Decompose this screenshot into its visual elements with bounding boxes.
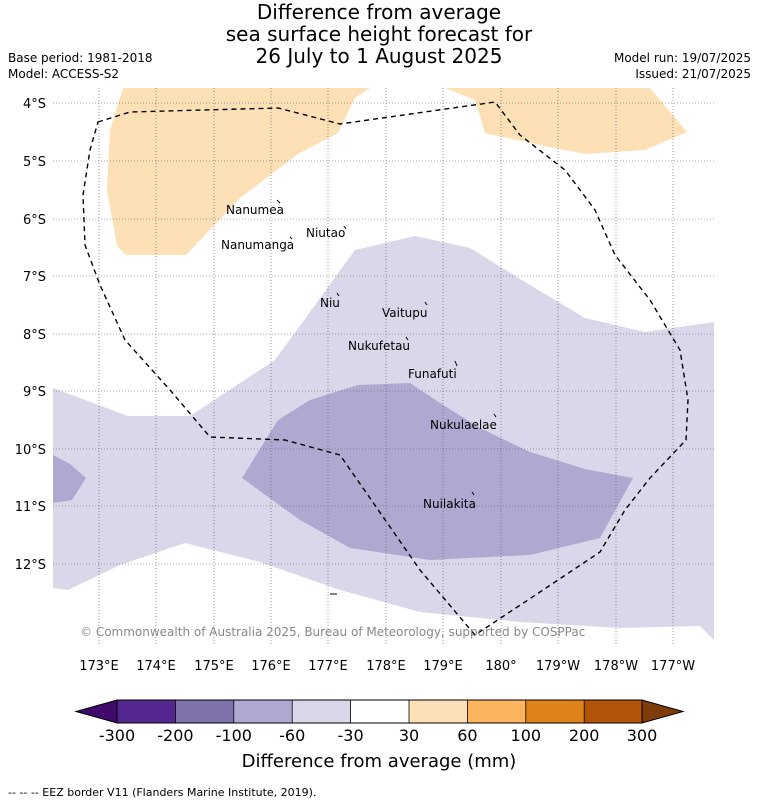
colorbar-tick-label: -30 [338, 726, 364, 745]
place-label-nuilakita: Nuilakita [423, 497, 476, 511]
colorbar-segment [525, 700, 585, 723]
colorbar-segment [233, 700, 293, 723]
colorbar-tick-label: 60 [457, 726, 477, 745]
title-line-1: Difference from average [256, 0, 502, 24]
eez-legend: -- -- -- EEZ border V11 (Flanders Marine… [8, 786, 317, 799]
colorbar-tick-label: 30 [399, 726, 419, 745]
ssh-band-30-60-northwest [107, 88, 370, 255]
lat-label: 5°S [23, 155, 46, 170]
lon-label: 173°E [79, 659, 119, 674]
lon-label: 177°E [308, 659, 348, 674]
colorbar-tick-label: 200 [569, 726, 600, 745]
colorbar-ticks: -300 -200 -100 -60 -30 30 60 100 200 300 [99, 726, 657, 745]
place-label-niutao: Niutao [306, 226, 345, 240]
colorbar-tick-label: 300 [627, 726, 658, 745]
islands [276, 199, 497, 595]
colorbar-segment [584, 700, 642, 723]
white-lower-area [53, 543, 714, 644]
colorbar-tick-label: 100 [511, 726, 542, 745]
base-period: Base period: 1981-2018 [8, 51, 153, 65]
lon-label: 178°E [366, 659, 406, 674]
lat-label: 6°S [23, 213, 46, 228]
lon-label: 177°W [651, 659, 695, 674]
colorbar-extend-low [74, 699, 118, 724]
place-label-funafuti: Funafuti [408, 367, 457, 381]
colorbar-segment [467, 700, 526, 723]
title-line-3: 26 July to 1 August 2025 [255, 44, 503, 68]
lat-label: 12°S [15, 558, 46, 573]
colorbar-tick-label: -100 [216, 726, 252, 745]
colorbar-tick-label: -300 [99, 726, 135, 745]
lon-label: 178°W [594, 659, 638, 674]
colorbar-segment [292, 700, 351, 723]
place-label-nukulaelae: Nukulaelae [430, 418, 497, 432]
lon-label: 180° [485, 659, 516, 674]
place-label-nanumea: Nanumea [226, 203, 284, 217]
place-label-vaitupu: Vaitupu [382, 306, 428, 320]
model-name: Model: ACCESS-S2 [8, 67, 120, 81]
ssh-band-minus100-minus60-west [53, 455, 86, 503]
lon-label: 176°E [251, 659, 291, 674]
place-label-niu: Niu [320, 296, 340, 310]
colorbar-frame [116, 699, 643, 724]
lon-label: 179°E [423, 659, 463, 674]
eez-border [82, 101, 689, 636]
lat-label: 11°S [15, 500, 46, 515]
colorbar: -300 -200 -100 -60 -30 30 60 100 200 300… [74, 699, 685, 772]
issued-date: Issued: 21/07/2025 [635, 67, 751, 81]
colorbar-segment [350, 700, 409, 723]
title-line-2: sea surface height forecast for [225, 22, 533, 46]
colorbar-tick-label: -200 [157, 726, 193, 745]
lat-label: 4°S [23, 97, 46, 112]
colorbar-label: Difference from average (mm) [242, 751, 517, 772]
lon-label: 174°E [136, 659, 176, 674]
lon-label: 179°W [536, 659, 580, 674]
place-label-nanumanga: Nanumanga [221, 238, 294, 252]
colorbar-dividers [174, 700, 585, 723]
latitude-labels: 4°S 5°S 6°S 7°S 8°S 9°S 10°S 11°S 12°S [15, 97, 46, 573]
grid-lines [53, 88, 714, 644]
map-area: Nanumea Nanumanga Niutao Niu Vaitupu Nuk… [53, 88, 714, 644]
ssh-band-30-60-northeast [445, 88, 687, 154]
lat-label: 10°S [15, 443, 46, 458]
colorbar-segment [175, 700, 234, 723]
copyright-notice: © Commonwealth of Australia 2025, Bureau… [80, 625, 585, 639]
lon-label: 175°E [194, 659, 234, 674]
lat-label: 8°S [23, 328, 46, 343]
lat-label: 7°S [23, 270, 46, 285]
place-label-nukufetau: Nukufetau [348, 339, 410, 353]
colorbar-extend-high [641, 699, 685, 724]
model-run: Model run: 19/07/2025 [613, 51, 751, 65]
lat-label: 9°S [23, 385, 46, 400]
colorbar-tick-label: -60 [279, 726, 305, 745]
colorbar-segment [117, 700, 176, 723]
longitude-labels: 173°E 174°E 175°E 176°E 177°E 178°E 179°… [79, 659, 695, 674]
ssh-band-minus100-minus60 [242, 383, 633, 560]
colorbar-segment [409, 700, 468, 723]
